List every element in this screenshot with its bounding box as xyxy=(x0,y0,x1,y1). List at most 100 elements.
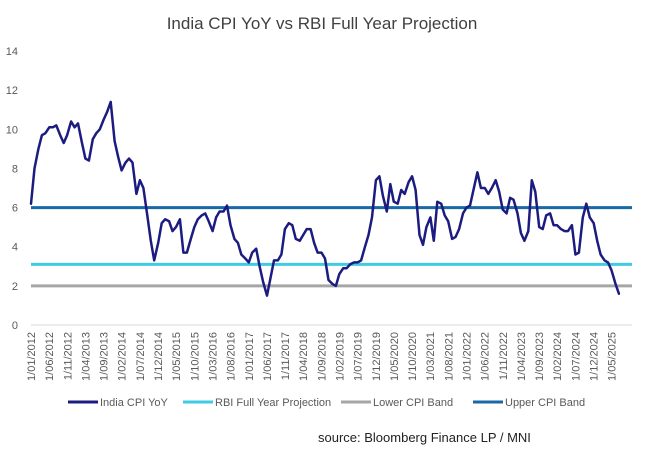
cpi-data-point xyxy=(527,230,529,232)
cpi-data-point xyxy=(553,224,555,226)
cpi-data-point xyxy=(310,228,312,230)
cpi-data-point xyxy=(131,162,134,164)
cpi-data-point xyxy=(240,253,242,256)
cpi-data-point xyxy=(393,201,395,203)
cpi-data-point xyxy=(614,283,617,285)
cpi-data-point xyxy=(411,175,413,177)
cpi-data-point xyxy=(425,226,427,228)
x-tick-label: 1/09/2018 xyxy=(316,332,328,381)
cpi-data-point xyxy=(295,238,297,240)
cpi-data-point xyxy=(331,283,333,285)
cpi-data-point xyxy=(574,253,577,256)
x-tick-label: 1/06/2022 xyxy=(480,332,492,381)
y-tick-label: 8 xyxy=(12,163,18,175)
cpi-series-line xyxy=(29,100,621,297)
cpi-data-point xyxy=(41,134,43,136)
cpi-data-point xyxy=(382,195,384,197)
cpi-data-point xyxy=(146,214,148,216)
cpi-data-point xyxy=(121,169,123,171)
cpi-data-point xyxy=(229,224,232,226)
cpi-data-point xyxy=(349,263,351,265)
cpi-data-point xyxy=(142,187,144,189)
x-tick-label: 1/01/2012 xyxy=(26,332,38,381)
cpi-data-point xyxy=(81,142,83,144)
cpi-data-point xyxy=(520,232,522,234)
cpi-data-point xyxy=(429,216,431,218)
cpi-data-point xyxy=(509,197,511,199)
cpi-data-point xyxy=(604,259,606,261)
x-tick-label: 1/04/2013 xyxy=(80,332,92,381)
cpi-data-point xyxy=(523,240,526,242)
x-tick-label: 1/04/2023 xyxy=(516,332,528,381)
cpi-data-point xyxy=(440,203,442,205)
cpi-data-point xyxy=(422,244,424,246)
cpi-data-point xyxy=(578,252,580,254)
x-tick-label: 1/11/2012 xyxy=(62,332,74,380)
x-tick-label: 1/05/2015 xyxy=(171,332,183,381)
y-tick-label: 14 xyxy=(6,46,18,58)
cpi-data-point xyxy=(179,218,181,220)
cpi-data-point xyxy=(186,252,188,254)
cpi-data-point xyxy=(338,273,340,275)
x-tick-label: 1/02/2014 xyxy=(117,332,129,381)
cpi-data-point xyxy=(88,160,90,162)
cpi-data-point xyxy=(538,226,540,228)
cpi-data-point xyxy=(556,224,558,226)
y-tick-label: 2 xyxy=(12,281,18,293)
cpi-data-point xyxy=(168,220,170,222)
cpi-data-point xyxy=(59,134,61,136)
cpi-data-point xyxy=(106,111,108,113)
cpi-data-point xyxy=(491,187,493,189)
cpi-data-point xyxy=(48,126,50,128)
y-tick-label: 0 xyxy=(12,320,18,332)
legend: India CPI YoY RBI Full Year Projection Low… xyxy=(68,397,585,409)
series-lines xyxy=(29,100,621,297)
x-tick-label: 1/05/2025 xyxy=(607,332,619,381)
cpi-data-point xyxy=(161,222,163,224)
x-tick-label: 1/01/2017 xyxy=(244,332,256,381)
cpi-data-point xyxy=(233,238,235,240)
cpi-data-point xyxy=(589,216,591,218)
cpi-data-point xyxy=(571,224,573,226)
cpi-data-point xyxy=(135,193,137,195)
source-note: source: Bloomberg Finance LP / MNI xyxy=(318,430,531,445)
cpi-data-point xyxy=(306,228,308,230)
cpi-data-point xyxy=(389,183,391,185)
cpi-data-point xyxy=(346,267,348,269)
cpi-data-point xyxy=(63,142,65,144)
cpi-data-point xyxy=(150,240,152,242)
x-tick-label: 1/07/2019 xyxy=(353,332,365,381)
cpi-data-point xyxy=(476,171,478,173)
x-tick-label: 1/07/2014 xyxy=(135,332,147,381)
cpi-data-point xyxy=(103,118,105,121)
y-tick-label: 10 xyxy=(6,124,18,136)
cpi-data-point xyxy=(219,210,221,213)
cpi-data-point xyxy=(37,148,40,150)
cpi-data-point xyxy=(299,240,301,242)
x-tick-label: 1/09/2023 xyxy=(534,332,546,381)
cpi-data-point xyxy=(367,234,370,236)
cpi-data-point xyxy=(77,122,79,124)
x-tick-label: 1/10/2020 xyxy=(407,332,419,381)
cpi-data-point xyxy=(596,240,598,242)
cpi-data-point xyxy=(404,193,406,195)
cpi-data-point xyxy=(128,158,130,160)
cpi-data-point xyxy=(33,167,36,169)
cpi-data-point xyxy=(52,126,54,128)
cpi-data-point xyxy=(335,285,337,287)
y-tick-label: 6 xyxy=(12,203,18,215)
cpi-data-point xyxy=(607,261,609,263)
cpi-data-point xyxy=(408,181,410,183)
cpi-data-point xyxy=(534,191,536,193)
x-tick-label: 1/12/2024 xyxy=(589,332,601,381)
cpi-data-point xyxy=(193,226,195,228)
x-axis-ticks: 1/01/2012 1/06/2012 1/11/2012 1/04/2013 1/09… xyxy=(26,332,619,381)
x-tick-label: 1/10/2015 xyxy=(189,332,201,381)
cpi-data-point xyxy=(74,126,76,128)
cpi-data-point xyxy=(175,226,177,228)
cpi-data-point xyxy=(277,259,279,261)
cpi-data-point xyxy=(542,228,544,230)
cpi-data-point xyxy=(444,214,446,216)
legend-label-upper: Upper CPI Band xyxy=(505,397,585,409)
cpi-data-point xyxy=(302,234,304,236)
